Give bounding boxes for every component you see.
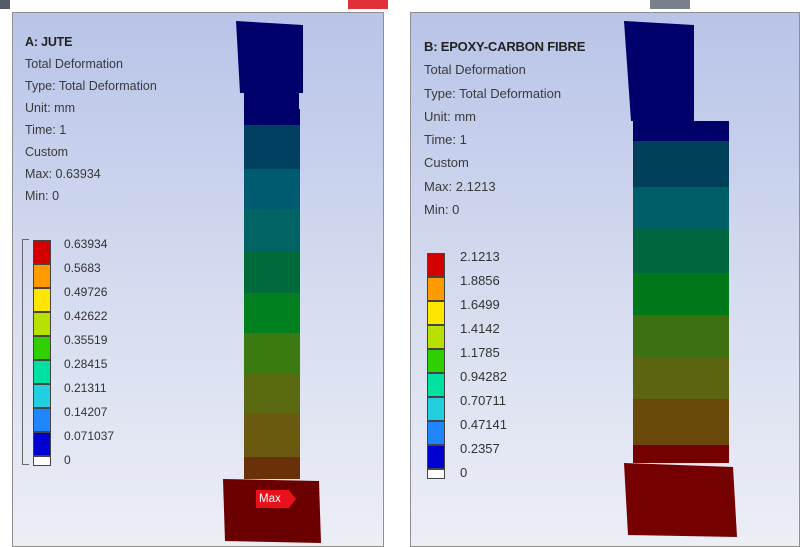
contour-band — [633, 357, 729, 400]
decor-stripe-dark — [0, 0, 10, 9]
result-min: Min: 0 — [25, 189, 60, 203]
top-strip — [0, 0, 800, 10]
legend-swatch — [33, 336, 51, 360]
deformed-specimen-epoxy-carbon[interactable] — [411, 13, 800, 547]
contour-band — [633, 187, 729, 230]
contour-band — [633, 445, 729, 463]
contour-band — [244, 373, 300, 414]
result-name: Total Deformation — [25, 57, 123, 71]
contour-band — [633, 399, 729, 446]
legend-label: 0 — [64, 453, 71, 467]
legend-label: 0.14207 — [64, 405, 108, 419]
legend-swatch — [427, 349, 445, 373]
info-block-b: B: EPOXY-CARBON FIBRE Total Deformation … — [424, 35, 585, 221]
decor-stripe-gray — [650, 0, 690, 9]
contour-band — [244, 251, 300, 294]
grip-bottom — [223, 479, 321, 543]
result-name: Total Deformation — [424, 62, 526, 78]
contour-band — [244, 209, 300, 252]
contour-band — [244, 109, 300, 126]
legend-bracket — [22, 239, 29, 465]
contour-band — [244, 457, 300, 479]
result-min: Min: 0 — [424, 202, 460, 218]
contour-band — [633, 229, 729, 274]
legend-label: 0.47141 — [460, 417, 507, 432]
legend-label: 0.42622 — [64, 309, 108, 323]
legend-swatch — [33, 288, 51, 312]
legend-swatch — [427, 277, 445, 301]
legend-swatch — [33, 384, 51, 408]
legend-label: 1.4142 — [460, 321, 500, 336]
result-type: Type: Total Deformation — [424, 85, 562, 101]
legend-swatch — [427, 373, 445, 397]
legend-label: 1.6499 — [460, 297, 500, 312]
legend-label: 2.1213 — [460, 249, 500, 264]
panel-epoxy-carbon: B: EPOXY-CARBON FIBRE Total Deformation … — [410, 12, 800, 547]
legend-label: 1.1785 — [460, 345, 500, 360]
legend-label: 0.49726 — [64, 285, 108, 299]
result-max: Max: 2.1213 — [424, 178, 496, 194]
grip-bottom — [624, 463, 737, 537]
panel-title: A: JUTE — [25, 35, 73, 49]
legend-label: 0.94282 — [460, 369, 507, 384]
contour-band — [244, 169, 300, 210]
legend-label: 0 — [460, 465, 468, 480]
decor-stripe-red — [348, 0, 388, 9]
legend-swatch — [427, 397, 445, 421]
result-scale-mode: Custom — [424, 155, 469, 171]
result-unit: Unit: mm — [424, 108, 476, 124]
contour-band — [244, 333, 300, 374]
info-block-a: A: JUTE Total Deformation Type: Total De… — [25, 31, 157, 207]
legend-swatch — [33, 240, 51, 264]
contour-band — [633, 121, 729, 142]
legend-label: 0.35519 — [64, 333, 108, 347]
panel-jute: A: JUTE Total Deformation Type: Total De… — [12, 12, 384, 547]
deformed-specimen-jute[interactable] — [13, 13, 384, 547]
legend-swatch — [33, 456, 51, 466]
legend-swatch — [33, 312, 51, 336]
contour-band — [244, 125, 300, 170]
legend-swatch — [427, 469, 445, 479]
contour-band — [633, 315, 729, 358]
legend-label: 0.70711 — [460, 393, 507, 408]
legend-label: 1.8856 — [460, 273, 500, 288]
legend-label: 0.21311 — [64, 381, 107, 395]
panel-title: B: EPOXY-CARBON FIBRE — [424, 39, 586, 54]
contour-band — [244, 293, 300, 334]
legend-swatch — [427, 325, 445, 349]
result-max: Max: 0.63934 — [25, 167, 101, 181]
result-type: Type: Total Deformation — [25, 79, 157, 93]
grip-top — [624, 21, 694, 121]
contour-band — [633, 141, 729, 188]
legend-swatch — [427, 301, 445, 325]
result-unit: Unit: mm — [25, 101, 75, 115]
legend-swatch — [427, 445, 445, 469]
legend-label: 0.63934 — [64, 237, 108, 251]
result-time: Time: 1 — [424, 132, 467, 148]
grip-top — [236, 21, 303, 109]
legend-label: 0.071037 — [64, 429, 115, 443]
contour-band — [633, 273, 729, 316]
legend-swatch — [33, 264, 51, 288]
result-time: Time: 1 — [25, 123, 67, 137]
contour-band — [244, 413, 300, 458]
legend-swatch — [427, 421, 445, 445]
result-scale-mode: Custom — [25, 145, 69, 159]
legend-label: 0.5683 — [64, 261, 101, 275]
max-probe-tag[interactable]: Max — [256, 490, 296, 508]
legend-swatch — [33, 360, 51, 384]
legend-label: 0.28415 — [64, 357, 108, 371]
legend-label: 0.2357 — [460, 441, 500, 456]
legend-swatch — [33, 432, 51, 456]
legend-swatch — [427, 253, 445, 277]
legend-swatch — [33, 408, 51, 432]
